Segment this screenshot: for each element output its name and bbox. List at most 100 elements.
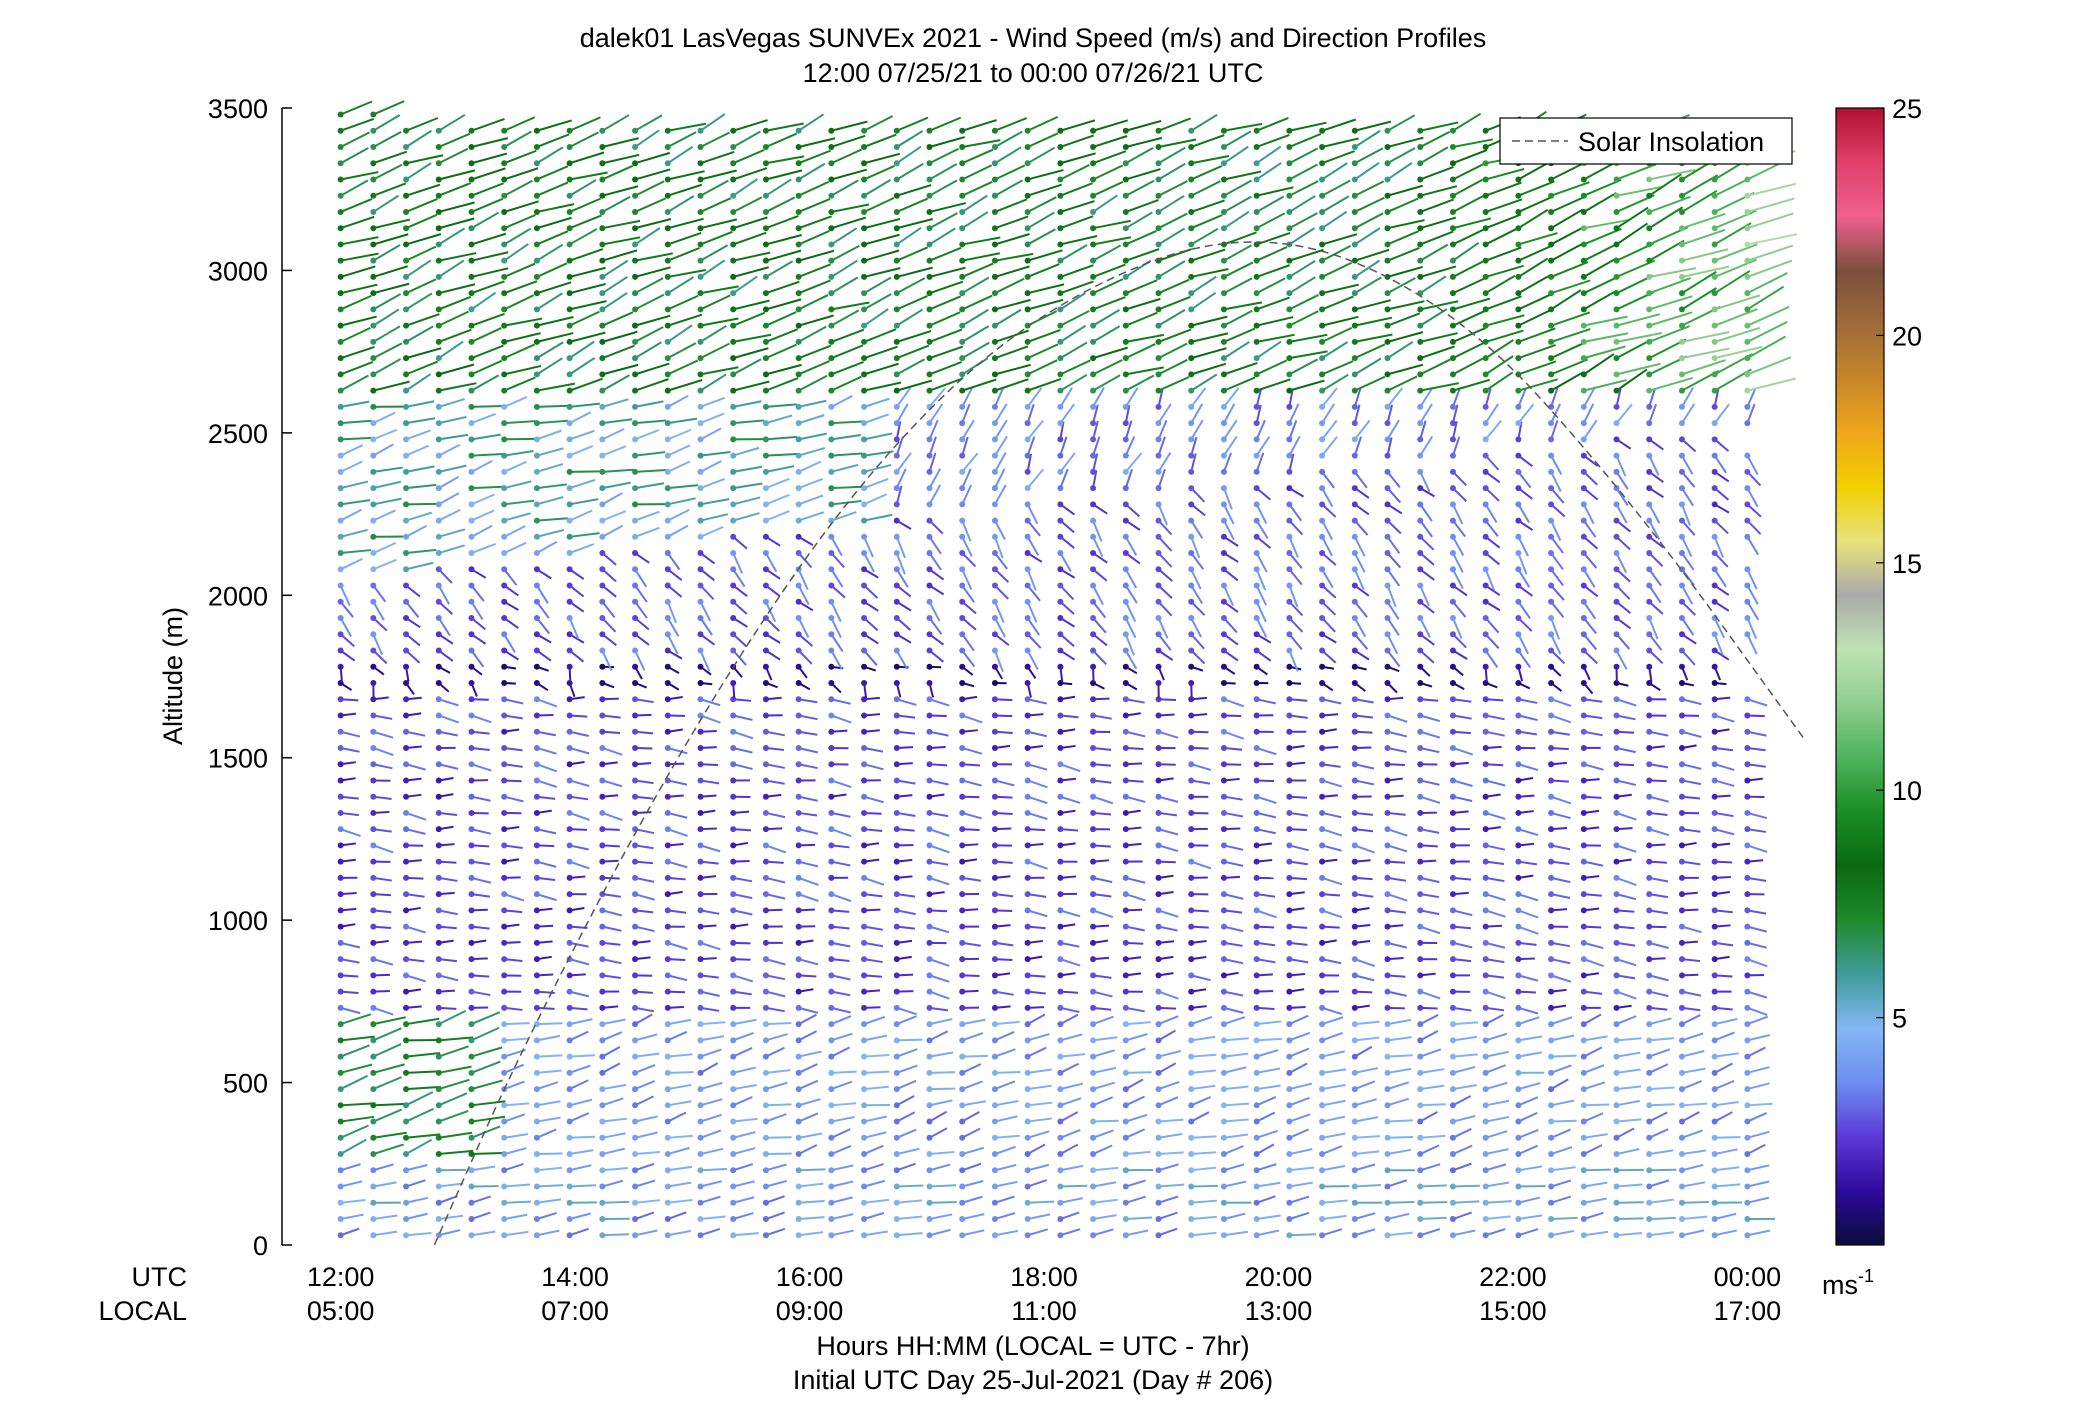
wind-barb-shaft xyxy=(667,1100,692,1107)
wind-barb-shaft xyxy=(765,974,786,981)
wind-barb-dot xyxy=(1090,306,1097,313)
wind-barb-dot xyxy=(1220,550,1227,557)
wind-barb-shaft xyxy=(699,584,715,601)
wind-barb-shaft xyxy=(340,1044,370,1058)
wind-barb-dot xyxy=(1351,1151,1358,1158)
wind-barb-shaft xyxy=(569,941,589,948)
wind-barb-shaft xyxy=(1191,1151,1217,1156)
wind-barb-dot xyxy=(1253,1004,1260,1011)
wind-barb-shaft xyxy=(1321,1031,1343,1042)
wind-barb-shaft xyxy=(896,925,916,930)
wind-barb-shaft xyxy=(1321,360,1354,376)
wind-barb-dot xyxy=(1188,1037,1195,1044)
wind-barb-shaft xyxy=(1223,341,1250,359)
wind-barb-dot xyxy=(632,485,639,492)
wind-barb-dot xyxy=(1253,615,1260,622)
wind-barb-dot xyxy=(959,679,966,686)
wind-barb-dot xyxy=(1220,679,1227,686)
wind-barb-dot xyxy=(1057,143,1064,150)
wind-barb-shaft xyxy=(1190,487,1206,503)
wind-barb-dot xyxy=(599,1102,606,1109)
wind-barb-dot xyxy=(1024,485,1031,492)
wind-barb-dot xyxy=(959,501,966,508)
wind-barb-dot xyxy=(566,1134,573,1141)
wind-barb-shaft xyxy=(1386,487,1402,504)
wind-barb-dot xyxy=(1482,712,1489,719)
wind-barb-dot xyxy=(1122,874,1129,881)
wind-barb-dot xyxy=(1024,273,1031,280)
wind-barb-dot xyxy=(893,728,900,735)
wind-barb-shaft xyxy=(1419,1144,1440,1155)
wind-barb-dot xyxy=(861,355,868,362)
wind-barb-shaft xyxy=(470,374,500,392)
wind-barb-dot xyxy=(1286,322,1293,329)
wind-barb-dot xyxy=(1090,436,1097,443)
wind-barb-dot xyxy=(1482,761,1489,768)
wind-barb-shaft xyxy=(896,344,930,360)
wind-barb-shaft xyxy=(373,1230,398,1237)
wind-barb-dot xyxy=(1220,1183,1227,1190)
wind-barb-dot xyxy=(762,728,769,735)
wind-barb-dot xyxy=(1482,891,1489,898)
wind-barb-dot xyxy=(1155,403,1162,410)
wind-barb-shaft xyxy=(536,585,549,604)
wind-barb-shaft xyxy=(1354,276,1382,295)
wind-barb-dot xyxy=(795,208,802,215)
wind-barb-dot xyxy=(337,550,344,557)
wind-barb-dot xyxy=(501,988,508,995)
wind-barb-dot xyxy=(1351,1102,1358,1109)
wind-barb-dot xyxy=(828,663,835,670)
wind-barb-dot xyxy=(991,355,998,362)
wind-barb-shaft xyxy=(1191,779,1211,785)
wind-barb-shaft xyxy=(471,828,491,835)
wind-barb-dot xyxy=(599,485,606,492)
wind-barb-dot xyxy=(501,355,508,362)
wind-barb-dot xyxy=(1155,1216,1162,1223)
wind-barb-shaft xyxy=(961,1063,982,1074)
wind-barb-dot xyxy=(762,647,769,654)
wind-barb-shaft xyxy=(372,1076,402,1090)
wind-barb-dot xyxy=(1122,744,1129,751)
wind-barb-dot xyxy=(1417,485,1424,492)
wind-barb-dot xyxy=(1253,1183,1260,1190)
wind-barb-shaft xyxy=(700,844,721,853)
wind-barb-shaft xyxy=(896,1184,924,1188)
wind-barb-dot xyxy=(730,241,737,248)
wind-barb-shaft xyxy=(1353,471,1368,489)
wind-barb-dot xyxy=(730,1053,737,1060)
wind-barb-dot xyxy=(1286,1232,1293,1239)
wind-barb-shaft xyxy=(1386,649,1401,668)
wind-barb-dot xyxy=(468,1216,475,1223)
wind-barb-dot xyxy=(1417,517,1424,524)
wind-barb-shaft xyxy=(863,478,889,490)
wind-barb-dot xyxy=(1024,956,1031,963)
wind-barb-dot xyxy=(533,436,540,443)
wind-barb-shaft xyxy=(634,876,655,883)
wind-barb-dot xyxy=(959,371,966,378)
wind-barb-dot xyxy=(632,1037,639,1044)
wind-barb-shaft xyxy=(733,482,763,490)
wind-barb-shaft xyxy=(798,1079,819,1090)
wind-barb-shaft xyxy=(405,811,427,821)
wind-barb-dot xyxy=(1024,355,1031,362)
wind-barb-dot xyxy=(1319,874,1326,881)
wind-barb-shaft xyxy=(994,1031,1015,1042)
wind-barb-shaft xyxy=(1386,519,1402,535)
wind-barb-shaft xyxy=(961,536,973,557)
wind-barb-shaft xyxy=(471,714,492,724)
wind-barb-dot xyxy=(1482,290,1489,297)
wind-barb-dot xyxy=(435,598,442,605)
wind-barb-dot xyxy=(435,420,442,427)
wind-barb-shaft xyxy=(1354,1212,1376,1220)
wind-barb-dot xyxy=(1286,712,1293,719)
wind-barb-shaft xyxy=(340,326,371,343)
wind-barb-dot xyxy=(1319,1216,1326,1223)
wind-barb-dot xyxy=(991,241,998,248)
wind-barb-dot xyxy=(337,858,344,865)
wind-barb-dot xyxy=(1351,1199,1358,1206)
wind-barb-shaft xyxy=(700,230,733,246)
wind-barb-dot xyxy=(795,1151,802,1158)
wind-barb-dot xyxy=(1417,631,1424,638)
wind-barb-shaft xyxy=(1256,828,1276,835)
